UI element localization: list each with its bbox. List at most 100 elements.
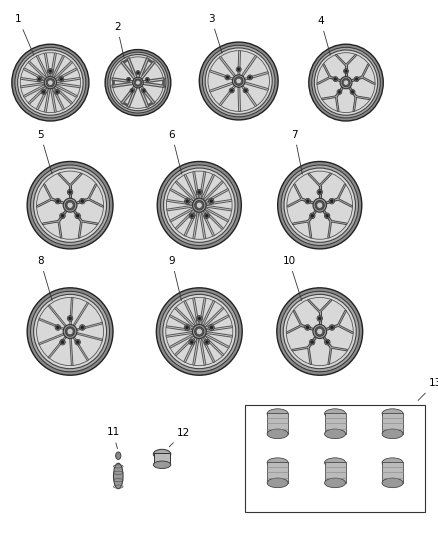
Ellipse shape bbox=[343, 80, 349, 85]
Ellipse shape bbox=[210, 199, 213, 203]
Ellipse shape bbox=[330, 326, 334, 329]
Ellipse shape bbox=[306, 199, 309, 203]
Ellipse shape bbox=[209, 325, 214, 330]
Ellipse shape bbox=[345, 70, 347, 72]
Ellipse shape bbox=[27, 161, 113, 249]
Ellipse shape bbox=[68, 317, 72, 320]
Ellipse shape bbox=[351, 91, 354, 93]
Ellipse shape bbox=[65, 327, 75, 336]
Ellipse shape bbox=[208, 198, 214, 204]
Text: 10: 10 bbox=[283, 256, 302, 301]
Ellipse shape bbox=[163, 294, 236, 369]
Ellipse shape bbox=[325, 478, 346, 488]
Bar bbox=[382, 462, 403, 483]
Ellipse shape bbox=[354, 77, 359, 82]
Ellipse shape bbox=[382, 409, 403, 418]
Ellipse shape bbox=[189, 340, 194, 345]
Ellipse shape bbox=[325, 429, 346, 439]
Ellipse shape bbox=[34, 168, 106, 243]
Ellipse shape bbox=[156, 288, 242, 375]
Ellipse shape bbox=[309, 44, 383, 121]
Ellipse shape bbox=[317, 189, 322, 195]
Ellipse shape bbox=[67, 328, 73, 335]
Ellipse shape bbox=[190, 214, 194, 217]
Ellipse shape bbox=[333, 77, 338, 82]
Ellipse shape bbox=[133, 77, 143, 88]
Ellipse shape bbox=[75, 213, 81, 219]
Text: 12: 12 bbox=[169, 428, 190, 447]
Ellipse shape bbox=[306, 326, 309, 329]
Ellipse shape bbox=[137, 71, 139, 74]
Ellipse shape bbox=[326, 341, 329, 344]
Ellipse shape bbox=[198, 317, 201, 320]
Ellipse shape bbox=[317, 328, 323, 335]
FancyBboxPatch shape bbox=[154, 453, 170, 465]
Ellipse shape bbox=[234, 77, 243, 85]
Ellipse shape bbox=[204, 213, 209, 219]
Ellipse shape bbox=[68, 190, 72, 194]
Ellipse shape bbox=[55, 90, 60, 94]
Ellipse shape bbox=[196, 202, 202, 208]
Ellipse shape bbox=[185, 326, 189, 329]
Ellipse shape bbox=[81, 199, 84, 203]
Ellipse shape bbox=[31, 292, 110, 372]
Ellipse shape bbox=[325, 458, 346, 467]
Ellipse shape bbox=[205, 214, 208, 217]
Ellipse shape bbox=[63, 325, 77, 338]
Ellipse shape bbox=[56, 199, 60, 203]
Ellipse shape bbox=[329, 198, 335, 204]
Ellipse shape bbox=[281, 165, 358, 245]
Ellipse shape bbox=[42, 91, 45, 93]
Ellipse shape bbox=[310, 213, 315, 219]
Bar bbox=[382, 413, 403, 434]
Ellipse shape bbox=[278, 161, 362, 249]
Ellipse shape bbox=[136, 80, 140, 85]
Ellipse shape bbox=[338, 91, 341, 93]
Ellipse shape bbox=[280, 292, 359, 372]
Bar bbox=[267, 462, 288, 483]
Bar bbox=[325, 462, 346, 483]
Ellipse shape bbox=[199, 42, 278, 120]
Ellipse shape bbox=[267, 409, 288, 418]
Ellipse shape bbox=[205, 341, 208, 344]
Ellipse shape bbox=[196, 328, 202, 335]
Ellipse shape bbox=[27, 288, 113, 375]
Ellipse shape bbox=[267, 429, 288, 439]
Ellipse shape bbox=[105, 50, 171, 116]
Ellipse shape bbox=[34, 294, 106, 369]
Ellipse shape bbox=[283, 294, 356, 369]
Ellipse shape bbox=[205, 48, 272, 114]
Ellipse shape bbox=[382, 478, 403, 488]
Ellipse shape bbox=[48, 80, 53, 85]
Ellipse shape bbox=[192, 325, 206, 338]
Ellipse shape bbox=[237, 68, 240, 71]
Ellipse shape bbox=[313, 325, 327, 338]
Ellipse shape bbox=[80, 325, 85, 330]
Ellipse shape bbox=[41, 90, 46, 94]
Ellipse shape bbox=[314, 50, 378, 115]
Ellipse shape bbox=[136, 70, 140, 75]
Ellipse shape bbox=[204, 340, 210, 345]
Ellipse shape bbox=[15, 47, 86, 118]
Ellipse shape bbox=[134, 79, 141, 86]
Ellipse shape bbox=[382, 429, 403, 439]
Ellipse shape bbox=[318, 190, 321, 194]
Ellipse shape bbox=[153, 461, 171, 469]
Ellipse shape bbox=[116, 452, 121, 459]
Ellipse shape bbox=[198, 190, 201, 194]
Ellipse shape bbox=[145, 77, 149, 82]
Bar bbox=[245, 405, 425, 512]
Ellipse shape bbox=[355, 78, 358, 80]
Ellipse shape bbox=[342, 78, 350, 87]
Ellipse shape bbox=[161, 165, 238, 245]
Ellipse shape bbox=[59, 77, 64, 82]
Ellipse shape bbox=[146, 78, 148, 81]
Ellipse shape bbox=[317, 316, 322, 321]
Ellipse shape bbox=[157, 161, 241, 249]
Ellipse shape bbox=[46, 78, 55, 87]
Ellipse shape bbox=[141, 88, 146, 93]
Ellipse shape bbox=[325, 213, 330, 219]
Ellipse shape bbox=[37, 77, 42, 82]
Ellipse shape bbox=[194, 327, 204, 336]
Ellipse shape bbox=[81, 326, 84, 329]
